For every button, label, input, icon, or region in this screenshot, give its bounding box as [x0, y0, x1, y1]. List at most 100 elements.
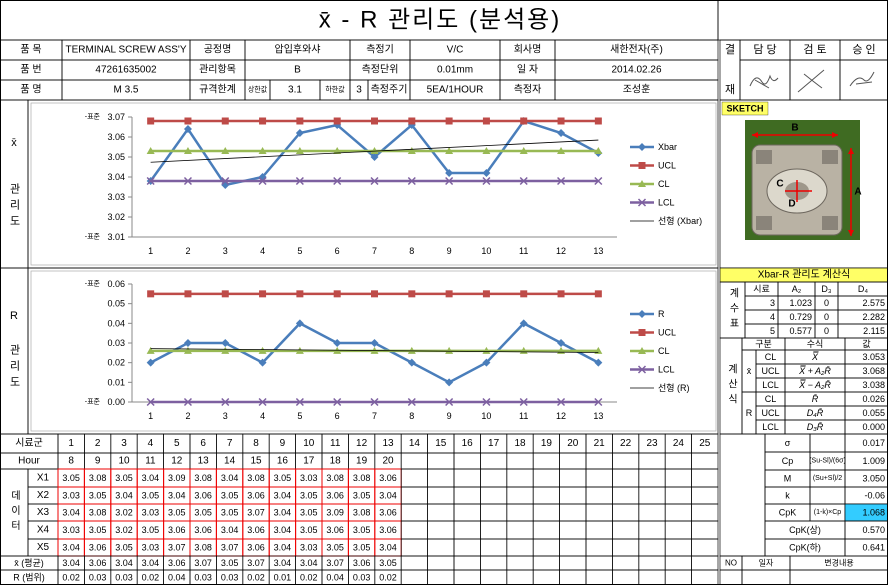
cell-text: 상한값: [248, 85, 268, 94]
sketch-label: SKETCH: [726, 104, 763, 114]
cell-text: 구분: [755, 339, 772, 349]
point: [333, 147, 342, 154]
point: [557, 117, 565, 125]
cell-text: 값: [862, 338, 870, 349]
cell-text: 하한값: [325, 85, 345, 94]
cell-text: 0.577: [789, 326, 812, 336]
y-tick-label: 0.03: [107, 338, 125, 348]
point: [370, 153, 379, 161]
cell-text: 0.03: [89, 573, 107, 583]
point: [482, 169, 491, 177]
point: [445, 397, 454, 407]
point: [407, 176, 416, 186]
cell-text: 24: [673, 438, 685, 449]
cell-text: 2: [95, 438, 101, 449]
cell-text: 3.08: [326, 473, 344, 483]
cell-text: 0: [824, 312, 829, 322]
cell-text: 3.05: [168, 508, 186, 518]
point: [557, 147, 566, 154]
point: [184, 117, 192, 125]
legend-marker: [638, 347, 646, 354]
cell-text: 3.04: [142, 558, 160, 568]
y-tick-label: 3.04: [107, 172, 125, 182]
cell-text: M: [784, 474, 792, 484]
cell: [691, 569, 719, 585]
cell-text: 2.575: [862, 298, 885, 308]
cell-text: CpK(상): [789, 525, 821, 535]
cell-text: 0: [824, 326, 829, 336]
cell-text: 10: [303, 438, 315, 449]
cell-text: 0.02: [300, 573, 318, 583]
point: [221, 397, 230, 407]
cell-text: 3.07: [221, 543, 239, 553]
cell-text: 3.08: [89, 508, 107, 518]
cell-text: 3.050: [862, 474, 885, 484]
approval-header: 검 토: [803, 43, 826, 56]
cell-text: 19: [541, 438, 553, 449]
cell-text: 3.06: [379, 525, 397, 535]
cell-text: TERMINAL SCREW ASS'Y: [65, 45, 186, 56]
cell-text: 회사명: [514, 44, 542, 56]
cell-text: 14: [224, 456, 236, 467]
cell-text: 시료군: [15, 437, 43, 449]
cell-text: 4: [770, 312, 775, 322]
point: [557, 129, 566, 137]
cell-text: 3.04: [379, 543, 397, 553]
point: [333, 339, 342, 347]
cell-text: 1.009: [862, 456, 885, 466]
point: [445, 117, 453, 125]
cell-text: 3.05: [115, 543, 133, 553]
point: [183, 339, 192, 347]
cell-text: 3.05: [142, 491, 160, 501]
cell-text: 0.641: [862, 543, 885, 553]
point: [519, 319, 528, 328]
cell-text: σ: [785, 438, 791, 448]
point: [221, 117, 229, 125]
x-tick-label: 3: [223, 411, 228, 421]
cell-text: 3.05: [379, 558, 397, 568]
point: [557, 290, 565, 298]
y-tick-label: 3.07: [107, 112, 125, 122]
cell-text: 3.05: [326, 543, 344, 553]
point: [482, 346, 491, 354]
legend-label: LCL: [658, 365, 675, 375]
point: [295, 176, 304, 186]
cell-text: 0.01mm: [437, 65, 473, 76]
cell-text: 3.04: [300, 558, 318, 568]
x-tick-label: 6: [335, 246, 340, 256]
dim-label: C: [776, 179, 783, 190]
cell-text: 3.04: [62, 558, 80, 568]
point: [557, 397, 566, 407]
y-tick-label: 0.00: [107, 397, 125, 407]
cell-text: 3.06: [168, 525, 186, 535]
x-tick-label: 8: [409, 246, 414, 256]
cell-text: 3.08: [353, 508, 371, 518]
cell-text: 3.04: [221, 473, 239, 483]
cell-text: 3: [356, 85, 362, 96]
dim-label: A: [854, 187, 861, 198]
section-label: 계산식: [726, 363, 738, 408]
cell-text: CpK: [779, 508, 797, 518]
point: [408, 117, 416, 125]
cell-text: 3.05: [353, 491, 371, 501]
cell-text: 0.02: [379, 573, 397, 583]
dim-label: D: [788, 199, 795, 210]
cell-text: 3.05: [115, 473, 133, 483]
point: [407, 346, 416, 354]
point: [370, 147, 379, 154]
cell-text: UCL: [761, 366, 779, 376]
x-tick-label: 4: [260, 411, 265, 421]
cell-text: 측정기: [366, 44, 394, 56]
point: [482, 176, 491, 186]
cell-text: 0.04: [326, 573, 344, 583]
y-tick-label: 0.04: [107, 318, 125, 328]
cell-text: 3.06: [194, 491, 212, 501]
cell-text: D₄R̄: [807, 408, 824, 418]
cell-text: D₃: [821, 284, 831, 294]
cell-text: 공정명: [204, 44, 232, 56]
point: [333, 176, 342, 186]
cell-text: 3.06: [379, 473, 397, 483]
cell-text: 3.06: [326, 491, 344, 501]
cell-text: 압입후와샤: [275, 43, 321, 56]
